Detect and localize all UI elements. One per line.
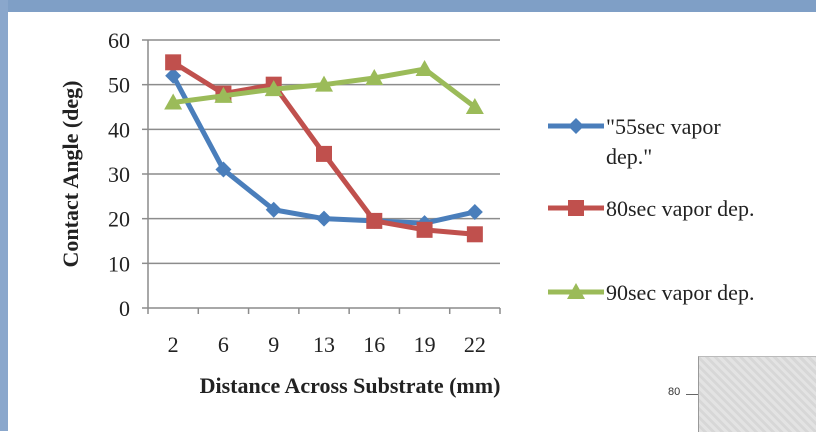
y-tick-label: 60 bbox=[108, 28, 130, 53]
legend-label-3: 90sec vapor dep. bbox=[606, 280, 754, 305]
x-tick-label: 16 bbox=[363, 332, 385, 357]
legend-marker-2 bbox=[568, 200, 584, 216]
x-tick-label: 6 bbox=[218, 332, 229, 357]
x-tick-label: 22 bbox=[464, 332, 486, 357]
y-tick-label: 40 bbox=[108, 117, 130, 142]
data-point-series-3 bbox=[315, 75, 333, 92]
data-point-series-2 bbox=[366, 212, 383, 229]
x-tick-label: 2 bbox=[168, 332, 179, 357]
data-point-series-3 bbox=[365, 68, 384, 85]
inset-tick bbox=[686, 394, 698, 395]
y-axis-title: Contact Angle (deg) bbox=[58, 81, 83, 268]
window-top-border bbox=[0, 0, 816, 12]
data-point-series-2 bbox=[316, 145, 332, 162]
inset-tick-label: 80 bbox=[668, 386, 681, 398]
data-point-series-2 bbox=[165, 54, 182, 71]
legend-label-1: "55sec vapor bbox=[606, 114, 721, 139]
y-tick-label: 30 bbox=[108, 162, 130, 187]
x-axis-title: Distance Across Substrate (mm) bbox=[200, 373, 501, 398]
data-point-series-1 bbox=[215, 161, 232, 178]
y-tick-label: 0 bbox=[119, 296, 130, 321]
x-tick-label: 13 bbox=[313, 332, 335, 357]
data-point-series-3 bbox=[264, 80, 283, 97]
data-point-series-3 bbox=[214, 86, 233, 103]
legend-label-1: dep." bbox=[606, 144, 652, 169]
legend-marker-1 bbox=[568, 118, 584, 134]
data-point-series-1 bbox=[265, 201, 282, 218]
data-point-series-1 bbox=[165, 67, 182, 84]
y-tick-label: 20 bbox=[108, 207, 130, 232]
legend-marker-3 bbox=[567, 283, 585, 299]
x-tick-label: 19 bbox=[414, 332, 436, 357]
data-point-series-3 bbox=[415, 60, 434, 77]
data-point-series-1 bbox=[316, 210, 332, 227]
data-point-series-2 bbox=[466, 226, 483, 243]
data-point-series-3 bbox=[465, 98, 484, 114]
y-tick-label: 10 bbox=[108, 251, 130, 276]
data-point-series-3 bbox=[164, 93, 183, 110]
window-left-border bbox=[0, 0, 8, 431]
data-point-series-2 bbox=[416, 221, 433, 238]
data-point-series-1 bbox=[466, 203, 483, 220]
inset-chart-thumbnail bbox=[698, 356, 816, 432]
y-tick-label: 50 bbox=[108, 73, 130, 98]
legend-label-2: 80sec vapor dep. bbox=[606, 196, 754, 221]
x-tick-label: 9 bbox=[268, 332, 279, 357]
